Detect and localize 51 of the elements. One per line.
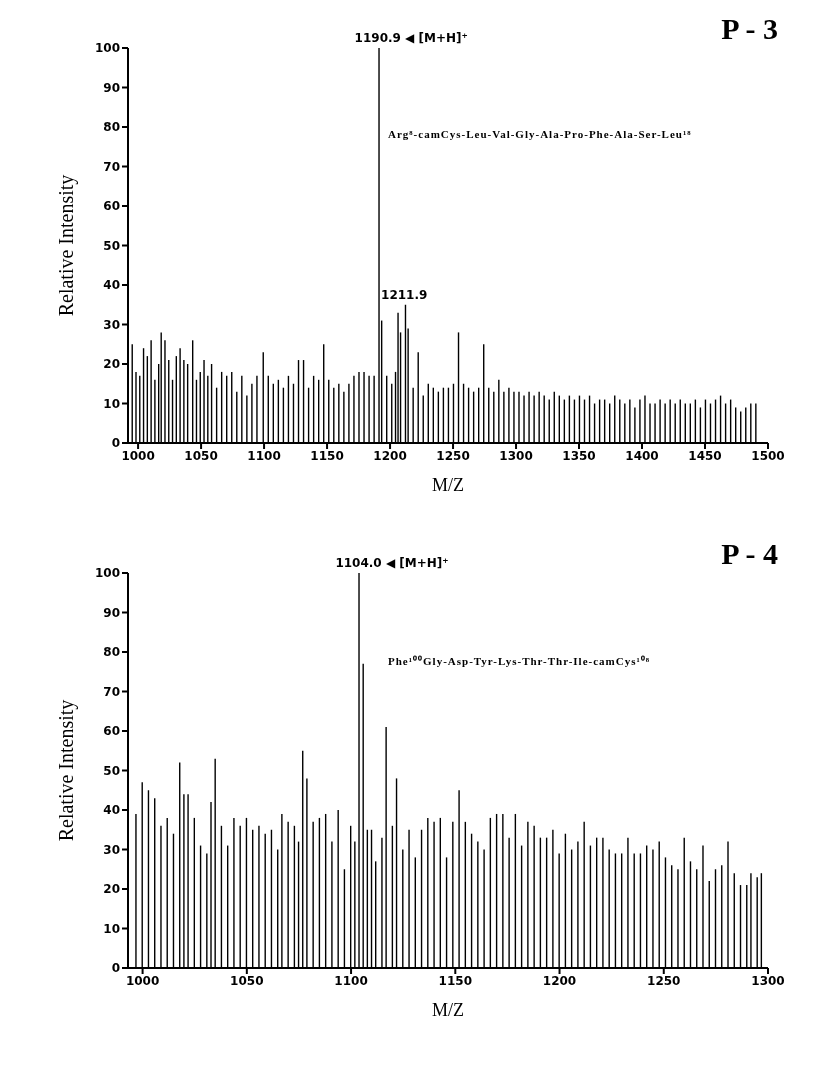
x-tick-label: 1250: [647, 973, 681, 988]
y-tick-label: 30: [103, 317, 120, 332]
x-tick-label: 1300: [499, 448, 533, 463]
y-tick-label: 0: [111, 961, 120, 976]
x-tick-label: 1000: [125, 973, 160, 988]
chart-title: P - 4: [721, 537, 778, 571]
x-tick-label: 1150: [438, 973, 472, 988]
y-tick-label: 50: [103, 238, 120, 253]
y-tick-label: 70: [103, 684, 120, 699]
x-axis-title: M/Z: [431, 475, 465, 495]
y-tick-label: 70: [103, 159, 120, 174]
y-tick-label: 30: [103, 842, 120, 857]
y-tick-label: 40: [103, 803, 120, 818]
x-tick-label: 1400: [625, 448, 659, 463]
y-tick-label: 50: [103, 763, 120, 778]
y-tick-label: 60: [103, 199, 120, 214]
x-tick-label: 1200: [542, 973, 577, 988]
y-tick-label: 80: [103, 120, 120, 135]
y-tick-label: 20: [103, 882, 120, 897]
annotation: 1211.9: [381, 287, 428, 302]
x-tick-label: 1200: [373, 448, 407, 463]
x-axis-title: M/Z: [431, 1000, 465, 1020]
chart-title: P - 3: [721, 12, 778, 46]
y-tick-label: 60: [103, 724, 120, 739]
x-tick-label: 1300: [751, 973, 785, 988]
y-tick-label: 10: [103, 396, 120, 411]
x-tick-label: 1500: [751, 448, 785, 463]
x-tick-label: 1450: [688, 448, 722, 463]
x-tick-label: 1250: [436, 448, 470, 463]
x-tick-label: 1000: [121, 448, 155, 463]
annotation: Phe¹⁰⁰Gly-Asp-Tyr-Lys-Thr-Thr-Ile-camCys¹⁰⁸: [388, 654, 651, 668]
y-tick-label: 100: [94, 41, 120, 56]
y-tick-label: 20: [103, 357, 120, 372]
x-tick-label: 1150: [310, 448, 344, 463]
x-tick-label: 1050: [184, 448, 218, 463]
y-tick-label: 10: [103, 921, 120, 936]
y-tick-label: 100: [94, 566, 120, 581]
x-tick-label: 1100: [247, 448, 281, 463]
annotation: 1104.0 ◀ [M+H]⁺: [335, 556, 449, 570]
annotation: 1190.9 ◀ [M+H]⁺: [354, 31, 468, 45]
y-tick-label: 80: [103, 645, 120, 660]
x-tick-label: 1050: [230, 973, 264, 988]
y-axis-title: Relative Intensity: [55, 174, 79, 317]
annotation: Arg⁸-camCys-Leu-Val-Gly-Ala-Pro-Phe-Ala-Ser-Leu¹⁸: [388, 128, 692, 140]
x-tick-label: 1100: [334, 973, 368, 988]
x-tick-label: 1350: [562, 448, 596, 463]
y-tick-label: 90: [103, 80, 120, 95]
y-tick-label: 40: [103, 278, 120, 293]
y-axis-title: Relative Intensity: [55, 699, 79, 842]
y-tick-label: 0: [111, 436, 120, 451]
y-tick-label: 90: [103, 605, 120, 620]
